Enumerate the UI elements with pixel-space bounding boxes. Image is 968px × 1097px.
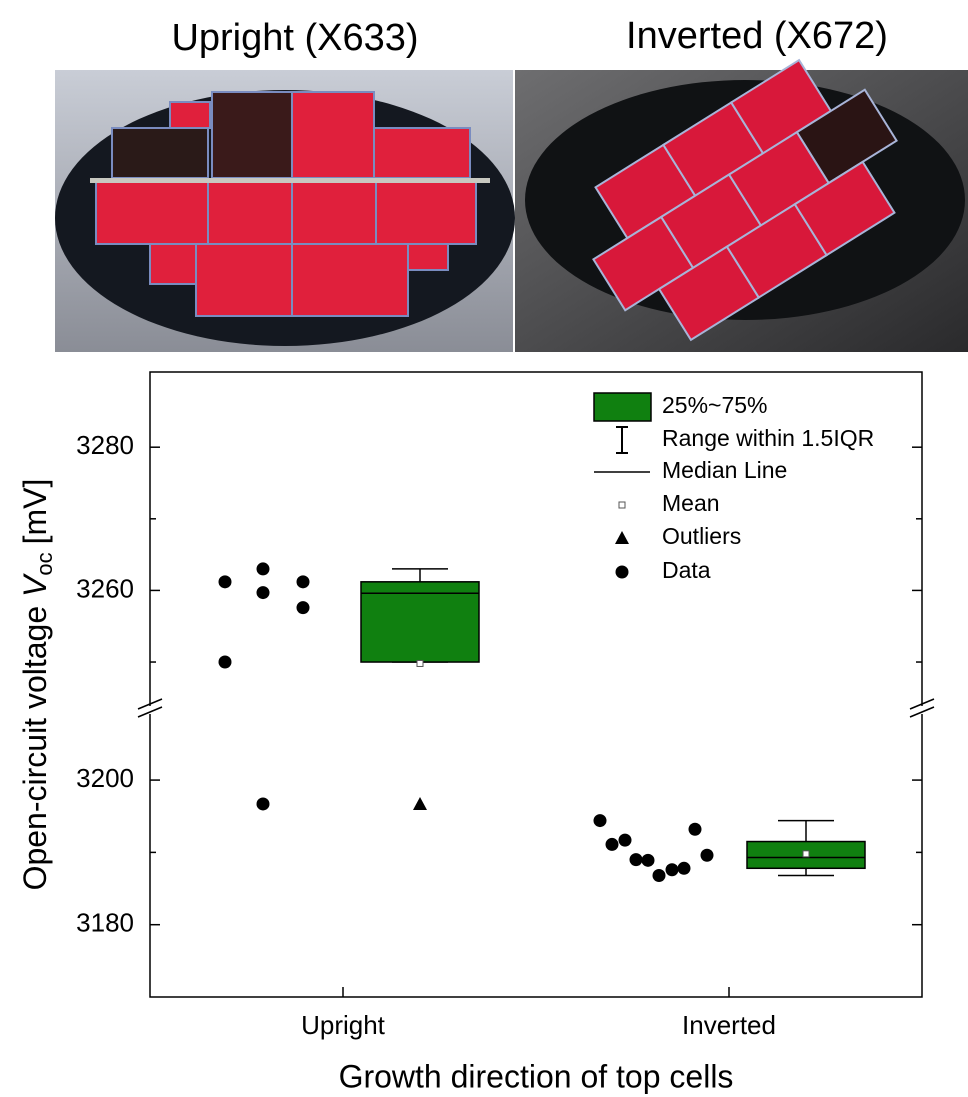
data-point <box>257 586 270 599</box>
data-point <box>630 853 643 866</box>
legend-label: Range within 1.5IQR <box>662 425 874 451</box>
legend-label: Median Line <box>662 457 787 483</box>
data-point <box>689 823 702 836</box>
y-axis-label: Open-circuit voltage Voc[mV] <box>17 479 56 891</box>
data-point <box>297 601 310 614</box>
box-chart: 3260 3280 3180 3200 Upright Inverted Growth di… <box>17 372 936 1094</box>
x-tick-label: Inverted <box>682 1010 776 1040</box>
photo-title: Upright (X633) <box>171 17 418 59</box>
data-point <box>666 863 679 876</box>
legend-swatch <box>594 393 651 421</box>
figure: Upright (X633) Inverted (X672) <box>0 0 968 1097</box>
plot-frame <box>150 372 922 997</box>
x-tick-label: Upright <box>301 1010 386 1040</box>
legend-label: Data <box>662 557 711 583</box>
photo-title: Inverted (X672) <box>626 15 888 57</box>
data-point <box>701 849 714 862</box>
y-tick-label: 3260 <box>76 573 134 603</box>
mean-marker <box>803 851 809 857</box>
legend-swatch <box>619 502 625 508</box>
data-point <box>678 862 691 875</box>
mean-marker <box>417 660 423 666</box>
y-tick-label: 3280 <box>76 430 134 460</box>
data-point <box>653 869 666 882</box>
y-tick-label: 3200 <box>76 763 134 793</box>
wafer-photo <box>515 39 968 361</box>
y-tick-label: 3180 <box>76 908 134 938</box>
data-point <box>606 838 619 851</box>
data-point <box>297 575 310 588</box>
data-point <box>219 575 232 588</box>
wafer-photo <box>55 70 515 352</box>
data-point <box>219 656 232 669</box>
legend-label: Mean <box>662 490 720 516</box>
data-point <box>257 797 270 810</box>
y-axis-label-part: [mV] <box>17 479 53 545</box>
data-point <box>257 562 270 575</box>
data-point <box>642 854 655 867</box>
data-point <box>619 834 632 847</box>
legend-swatch <box>616 427 628 453</box>
outlier <box>413 797 427 810</box>
x-axis-label: Growth direction of top cells <box>339 1058 734 1094</box>
y-axis-label-part: Open-circuit voltage <box>17 597 53 890</box>
legend-label: 25%~75% <box>662 392 768 418</box>
legend-swatch <box>616 566 629 579</box>
data-point <box>594 814 607 827</box>
legend-swatch <box>615 531 629 544</box>
y-axis-label-part: oc <box>32 552 57 575</box>
legend-label: Outliers <box>662 523 741 549</box>
